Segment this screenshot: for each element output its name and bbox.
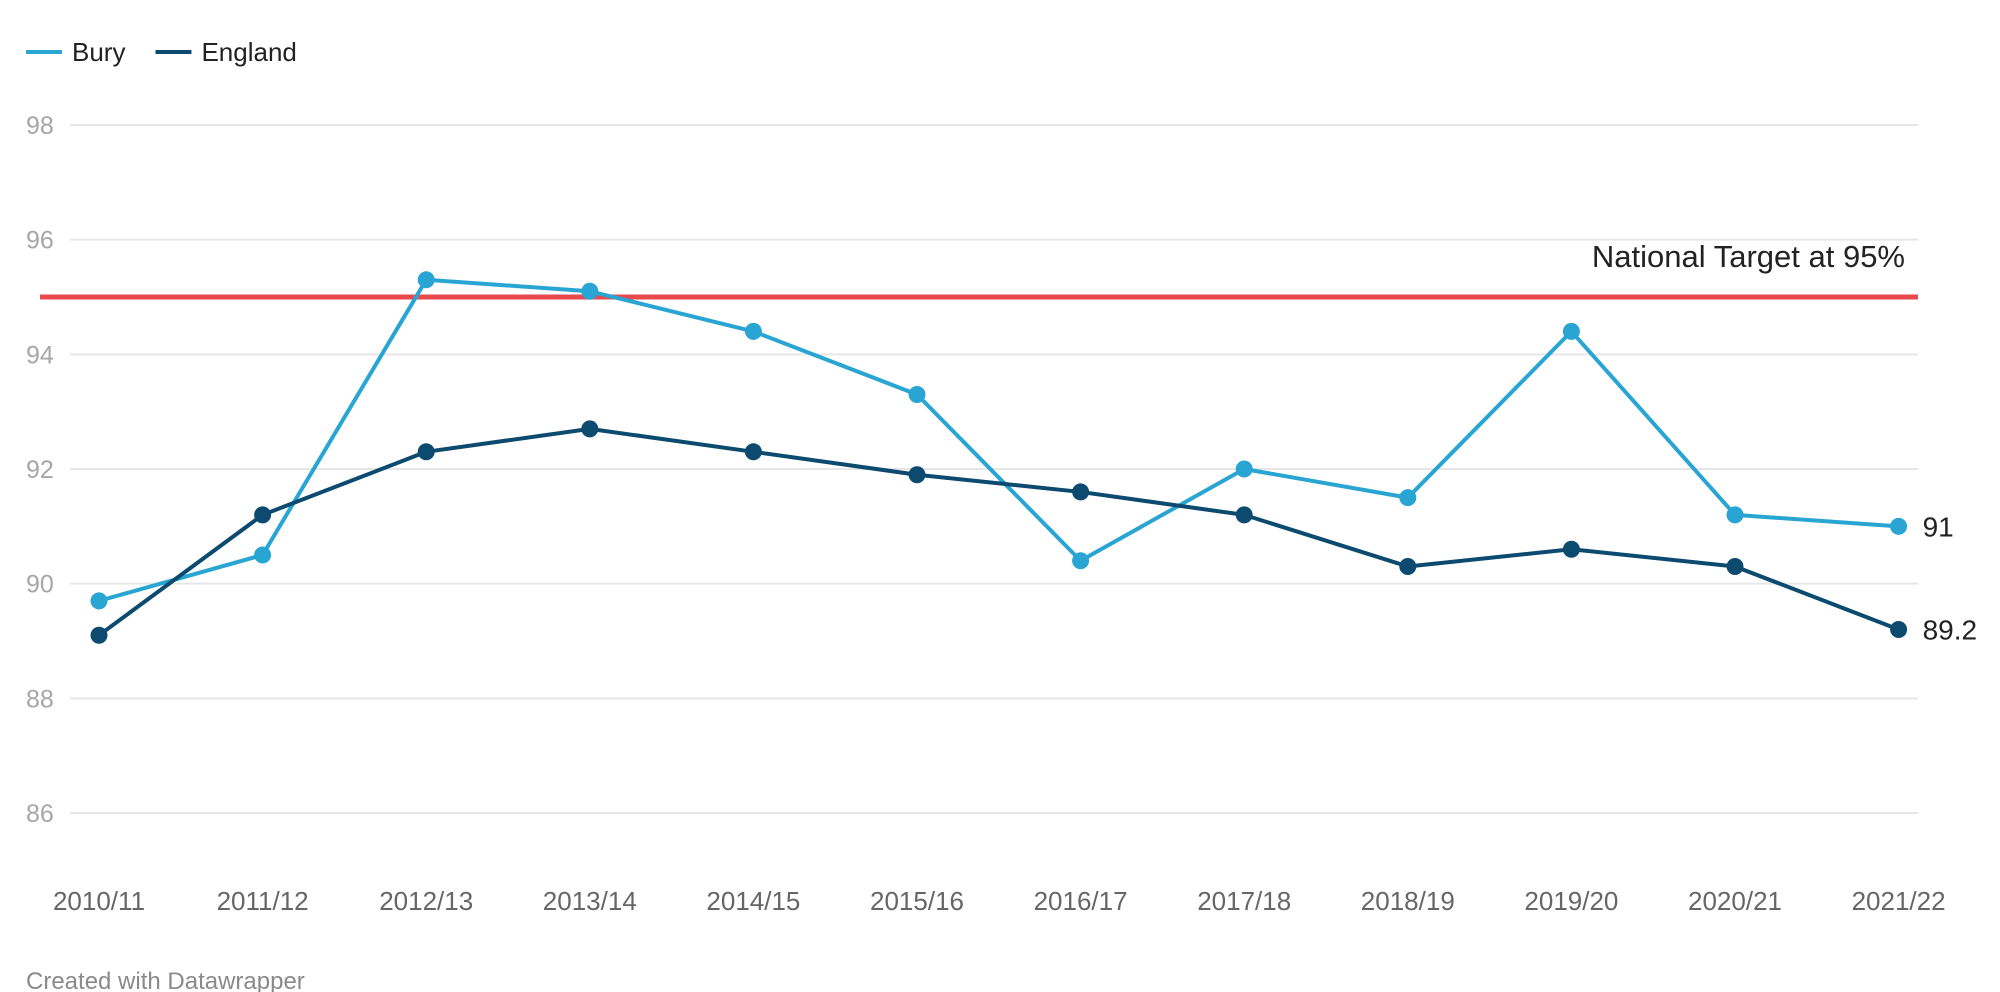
data-point-england [1072, 483, 1090, 501]
data-point-bury [744, 322, 762, 340]
legend-label-bury: Bury [72, 37, 125, 67]
series-line-bury [98, 277, 1899, 603]
x-tick-label: 2013/14 [543, 886, 637, 916]
y-tick-label: 98 [26, 112, 54, 140]
series-line-england [97, 426, 1900, 637]
data-point-bury [254, 546, 272, 564]
data-point-england [90, 626, 108, 644]
y-tick-label: 86 [26, 800, 54, 828]
data-point-bury [1235, 460, 1253, 478]
x-tick-label: 2011/12 [217, 886, 309, 916]
target-annotation: National Target at 95% [1592, 239, 1905, 274]
data-point-bury [908, 385, 926, 403]
y-tick-label: 96 [26, 227, 54, 255]
y-tick-label: 94 [26, 341, 54, 369]
x-tick-label: 2021/22 [1852, 886, 1946, 916]
x-tick-label: 2018/19 [1361, 886, 1455, 916]
series-layer: 91 89.2 [90, 271, 1978, 646]
y-tick-label: 88 [26, 685, 54, 713]
data-point-england [1399, 557, 1417, 575]
data-point-england [581, 420, 599, 438]
footer-credit: Created with Datawrapper [26, 968, 305, 992]
x-axis: 2010/11 2011/12 2012/13 2013/14 2014/15 2015/… [53, 886, 1946, 916]
data-point-england [1726, 557, 1744, 575]
x-tick-label: 2016/17 [1034, 886, 1128, 916]
x-tick-label: 2012/13 [379, 886, 473, 916]
x-tick-label: 2015/16 [870, 886, 964, 916]
data-point-bury [90, 592, 108, 610]
x-tick-label: 2014/15 [706, 886, 800, 916]
data-point-bury [1890, 517, 1908, 535]
target-reference: National Target at 95% [40, 239, 1918, 300]
y-tick-label: 92 [26, 456, 54, 484]
data-point-england [1235, 506, 1253, 524]
y-axis: 86 88 90 92 94 96 98 [26, 112, 54, 828]
data-point-bury [581, 282, 599, 300]
grid-layer [70, 124, 1918, 814]
x-tick-label: 2010/11 [53, 886, 145, 916]
legend-label-england: England [201, 37, 296, 67]
data-point-bury [1399, 489, 1417, 507]
x-tick-label: 2017/18 [1197, 886, 1291, 916]
data-point-bury [1072, 552, 1090, 570]
data-point-england [744, 443, 762, 461]
data-point-england [908, 466, 926, 484]
data-point-bury [1562, 322, 1580, 340]
legend: Bury England [26, 37, 297, 67]
data-point-england [254, 506, 272, 524]
data-point-england [417, 443, 435, 461]
data-point-england [1890, 621, 1908, 639]
x-tick-label: 2019/20 [1524, 886, 1618, 916]
data-point-bury [1726, 506, 1744, 524]
data-point-england [1562, 540, 1580, 558]
y-tick-label: 90 [26, 571, 54, 599]
end-label-bury: 91 [1923, 511, 1954, 542]
data-point-bury [417, 271, 435, 289]
x-tick-label: 2020/21 [1688, 886, 1782, 916]
end-label-england: 89.2 [1923, 615, 1978, 646]
